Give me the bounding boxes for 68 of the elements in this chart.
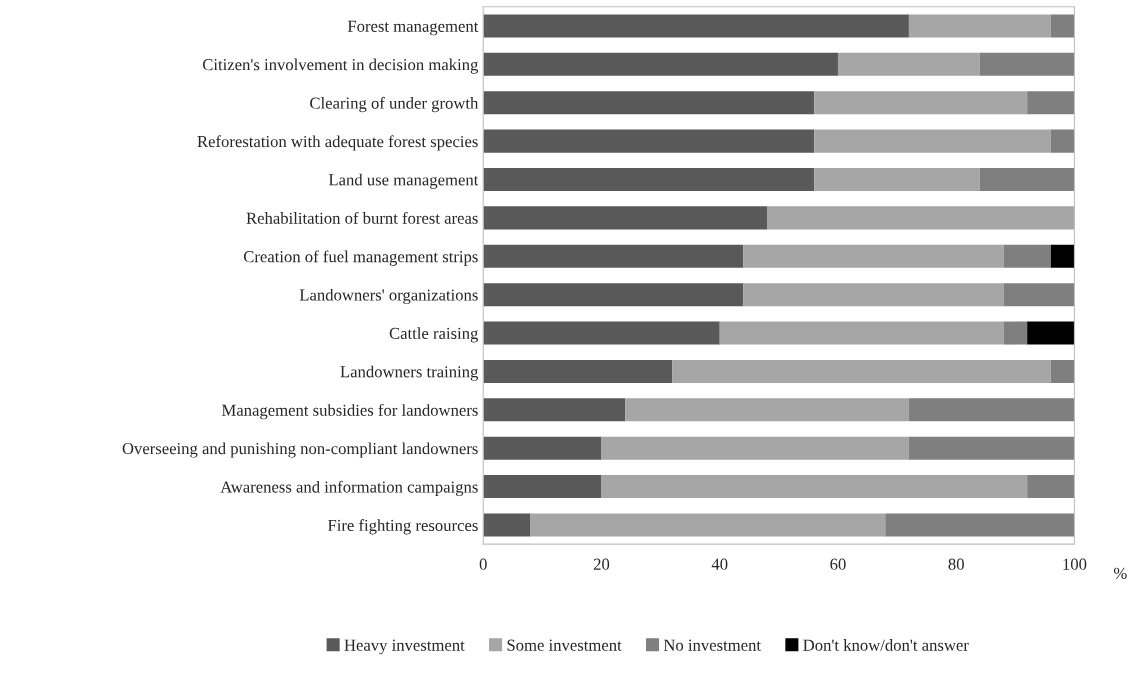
bar [814, 167, 980, 192]
bar [483, 167, 815, 192]
y-tick-label: Forest management [347, 20, 479, 36]
bar [483, 206, 768, 230]
bar [1027, 475, 1075, 499]
bar [814, 91, 1028, 115]
y-tick-label: Cattle raising [389, 327, 479, 343]
bar [979, 52, 1075, 76]
legend-label: Some investment [507, 639, 622, 651]
bar [837, 52, 980, 76]
bar [908, 398, 1075, 422]
legend-label: No investment [663, 639, 761, 651]
legend-label: Don't know/don't answer [803, 639, 969, 651]
y-tick-label: Reforestation with adequate forest species [197, 135, 478, 151]
x-tick-label: 40 [711, 558, 728, 570]
bar [530, 513, 886, 537]
bar [483, 321, 720, 345]
x-tick-label: 80 [948, 558, 964, 570]
bar [1027, 91, 1075, 115]
bar [601, 436, 909, 460]
bar [601, 475, 1028, 499]
y-tick-label: Landowners' organizations [299, 288, 478, 305]
bar [1003, 283, 1075, 307]
y-tick-label: Land use management [328, 173, 479, 189]
bar [1003, 244, 1051, 268]
bar [1027, 321, 1075, 345]
bar [1003, 321, 1028, 345]
bar [743, 244, 1004, 268]
bar [483, 436, 602, 460]
bar [483, 244, 744, 268]
y-tick-label: Overseeing and punishing non-compliant landowners [122, 442, 478, 458]
bar [1050, 129, 1075, 153]
bar [483, 359, 673, 383]
bar [719, 321, 1004, 345]
bar [979, 167, 1075, 192]
y-tick-label: Citizen's involvement in decision making [202, 58, 479, 74]
y-tick-label: Creation of fuel management strips [243, 250, 478, 266]
bar [814, 129, 1051, 153]
bar [885, 513, 1075, 537]
bar [483, 129, 815, 153]
bar [483, 52, 838, 76]
bar [483, 14, 909, 38]
x-tick-label: 0 [479, 558, 487, 570]
x-tick-label: 20 [593, 558, 610, 570]
bar [625, 398, 909, 422]
bar [767, 206, 1075, 230]
bar [1050, 244, 1075, 268]
bar [483, 91, 815, 115]
bar [483, 398, 626, 422]
y-tick-label: Fire fighting resources [327, 519, 478, 535]
bar [483, 475, 602, 499]
y-tick-label: Rehabilitation of burnt forest areas [246, 211, 478, 224]
bar [672, 359, 1051, 383]
x-tick-label: 60 [830, 558, 846, 570]
bar [908, 436, 1075, 460]
bar [908, 14, 1051, 38]
bar [743, 283, 1004, 307]
y-tick-label: Awareness and information campaigns [220, 480, 478, 497]
y-tick-label: Management subsidies for landowners [221, 403, 478, 420]
bar [1050, 359, 1075, 383]
y-tick-label: Landowners training [340, 365, 479, 381]
bar [483, 283, 744, 307]
legend-label: Heavy investment [344, 639, 465, 655]
x-axis-title: % [1113, 567, 1127, 579]
bar [483, 513, 531, 537]
bar [1050, 14, 1075, 38]
y-tick-label: Clearing of under growth [310, 96, 479, 113]
x-tick-label: 100 [1063, 558, 1087, 570]
